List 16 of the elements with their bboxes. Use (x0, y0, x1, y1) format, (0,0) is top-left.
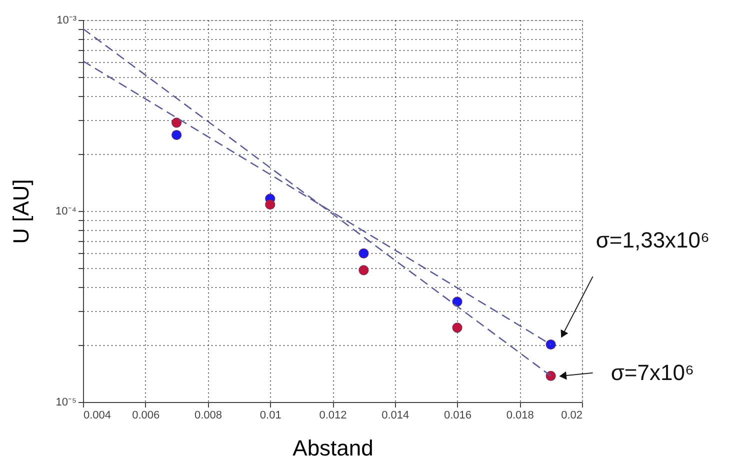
x-tick-label: 0.01 (260, 410, 282, 422)
text: σ=1,33x10⁶ (596, 228, 710, 253)
x-tick-label: 0.004 (84, 410, 112, 422)
x-tick-label: 0.02 (561, 410, 582, 422)
y-tick-label: 10⁻⁴ (56, 206, 77, 218)
y-tick-label: 10⁻⁵ (56, 396, 76, 408)
y-tick-label: 10⁻³ (56, 14, 77, 26)
y-axis-title: U [AU] (8, 179, 34, 244)
x-tick-label: 0.018 (506, 410, 534, 422)
x-tick-label: 0.016 (444, 410, 472, 422)
x-tick-label: 0.006 (132, 410, 160, 422)
x-axis-title: Abstand (292, 436, 374, 460)
x-tick-label: 0.014 (382, 410, 410, 422)
x-tick-label: 0.008 (194, 410, 222, 422)
text: σ=7x10⁶ (610, 360, 694, 385)
x-tick-label: 0.012 (319, 410, 347, 422)
